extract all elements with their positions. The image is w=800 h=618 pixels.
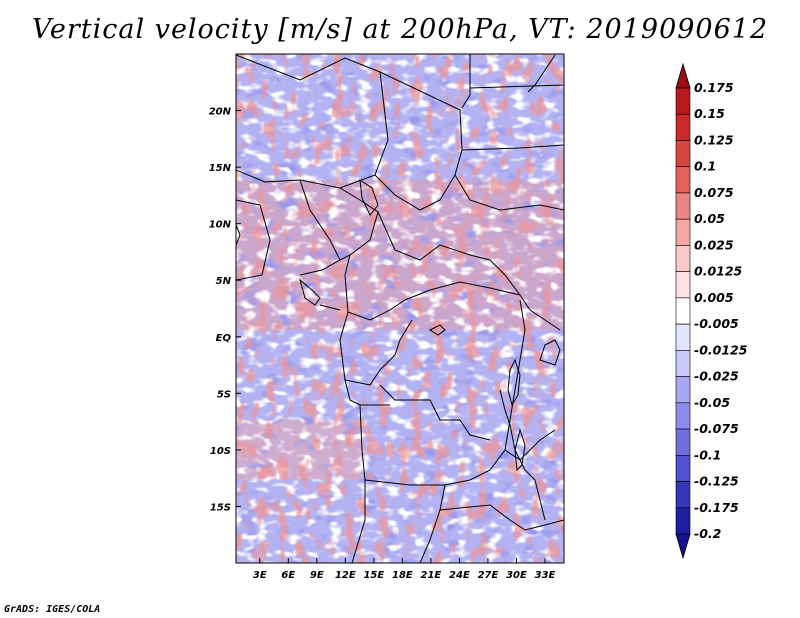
lon-label: 3E (253, 570, 267, 581)
colorbar-label: 0.1 (694, 159, 716, 174)
colorbar-label: -0.025 (694, 369, 739, 384)
colorbar-swatch (675, 192, 691, 220)
colorbar-labels: 0.175 0.15 0.125 0.1 0.075 0.05 0.025 0.0125 0.0… (694, 80, 748, 541)
colorbar-swatch (675, 87, 691, 115)
colorbar-swatch (675, 271, 691, 299)
lon-label: 24E (449, 570, 470, 581)
lon-label: 30E (506, 570, 527, 581)
colorbar-swatch (675, 113, 691, 141)
colorbar-label: 0.125 (694, 132, 734, 147)
colorbar-label: -0.05 (694, 395, 730, 410)
colorbar-label: 0.025 (694, 237, 734, 252)
lat-label: 10N (209, 220, 232, 231)
colorbar-label: -0.125 (694, 474, 739, 489)
lon-label: 21E (421, 570, 442, 581)
colorbar-label: 0.075 (694, 185, 734, 200)
colorbar-swatch (675, 376, 691, 404)
colorbar-swatch (675, 218, 691, 246)
lat-label: EQ (216, 333, 232, 344)
plot-frame (235, 53, 565, 564)
country-borders (236, 54, 564, 563)
colorbar-swatch (675, 428, 691, 456)
colorbar-swatch (675, 507, 691, 535)
colorbar-label: 0.005 (694, 290, 734, 305)
lat-label: 5S (217, 389, 231, 400)
grads-credit: GrADS: IGES/COLA (4, 604, 101, 615)
lon-label: 33E (535, 570, 556, 581)
colorbar-swatch (675, 402, 691, 430)
colorbar-label: -0.2 (694, 526, 721, 541)
colorbar-swatch (675, 481, 691, 509)
lat-label: 20N (209, 107, 232, 118)
colorbar-label: 0.0125 (694, 264, 743, 279)
colorbar-bottom-arrow (675, 533, 691, 560)
colorbar-label: 0.15 (694, 106, 725, 121)
colorbar-swatch (675, 166, 691, 194)
longitude-axis: 3E 6E 9E 12E 15E 18E 21E 24E 27E 30E 33E (253, 558, 556, 581)
colorbar-swatch (675, 323, 691, 351)
colorbar-label: -0.175 (694, 500, 739, 515)
lat-label: 15N (209, 163, 232, 174)
latitude-axis: 20N 15N 10N 5N EQ 5S 10S 15S (209, 107, 241, 513)
colorbar-swatch (675, 297, 691, 325)
lat-label: 5N (216, 276, 232, 287)
lon-label: 6E (281, 570, 295, 581)
colorbar-swatch (675, 245, 691, 272)
lon-label: 12E (335, 570, 356, 581)
colorbar (675, 62, 691, 560)
colorbar-label: -0.0125 (694, 342, 748, 357)
lon-label: 27E (478, 570, 499, 581)
lat-label: 15S (210, 502, 231, 513)
lat-label: 10S (210, 446, 231, 457)
colorbar-label: -0.1 (694, 447, 721, 462)
map-title: Vertical velocity [m/s] at 200hPa, VT: 2… (31, 14, 769, 45)
colorbar-label: -0.005 (694, 316, 739, 331)
lon-label: 9E (310, 570, 324, 581)
colorbar-label: -0.075 (694, 421, 739, 436)
colorbar-label: 0.05 (694, 211, 725, 226)
colorbar-swatch (675, 350, 691, 377)
colorbar-label: 0.175 (694, 80, 734, 95)
vertical-velocity-field (236, 54, 564, 563)
lon-label: 15E (363, 570, 384, 581)
lon-label: 18E (392, 570, 413, 581)
colorbar-swatch (675, 454, 691, 482)
colorbar-swatch (675, 140, 691, 168)
colorbar-top-arrow (675, 62, 691, 89)
